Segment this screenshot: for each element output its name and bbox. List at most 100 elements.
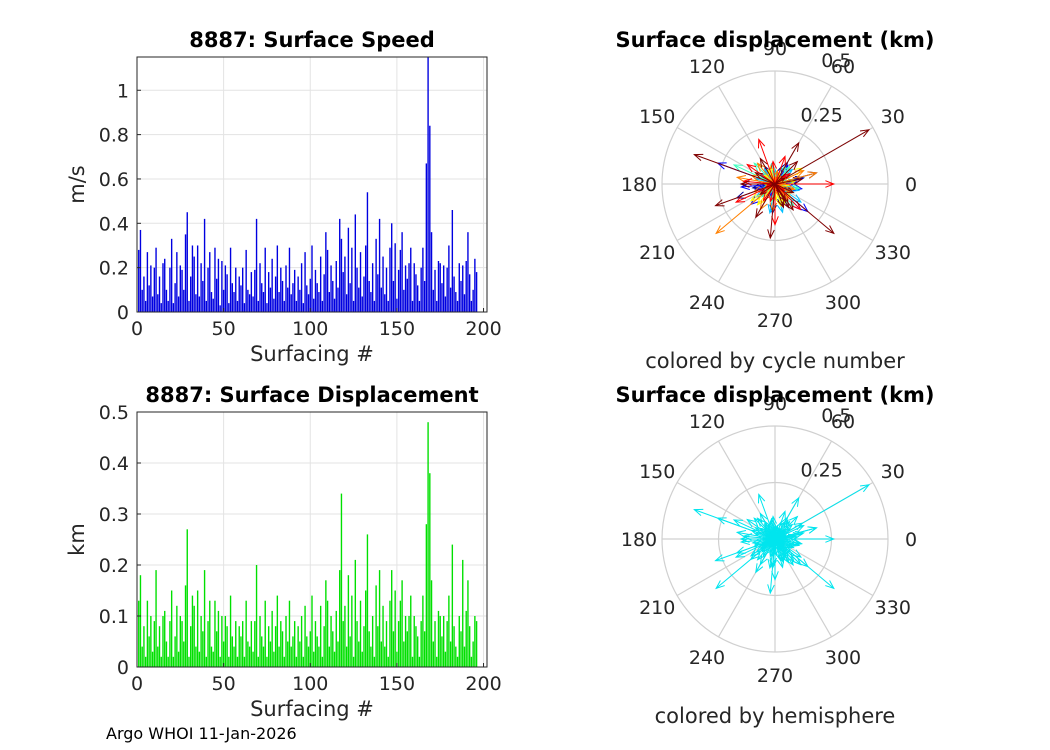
bar — [288, 247, 291, 312]
bar — [262, 292, 265, 312]
bar — [378, 570, 381, 667]
angle-tick-label: 300 — [825, 292, 861, 314]
bar — [216, 631, 218, 667]
bar — [326, 249, 329, 312]
bar — [300, 616, 303, 667]
angle-tick-label: 210 — [639, 242, 675, 264]
displacement-vector — [774, 156, 786, 185]
bar — [340, 493, 343, 667]
vector-arrowhead — [774, 524, 779, 531]
bar — [425, 163, 428, 312]
bar — [375, 238, 377, 312]
bar — [283, 656, 285, 667]
bar — [174, 636, 176, 667]
bar — [285, 265, 287, 312]
bar — [252, 296, 254, 312]
bar — [359, 252, 362, 312]
bar — [186, 212, 188, 312]
displacement-vector — [774, 538, 795, 545]
y-tick-label: 0.4 — [99, 453, 129, 475]
bar — [474, 616, 476, 667]
displacement-vector — [774, 183, 795, 190]
bar — [231, 636, 233, 667]
bar — [179, 265, 182, 312]
bar — [219, 656, 221, 667]
bar — [295, 656, 298, 667]
bar — [475, 621, 478, 667]
bar — [236, 300, 239, 312]
bar — [307, 646, 310, 667]
vector-arrowhead — [759, 543, 767, 551]
bar — [176, 252, 178, 312]
bar — [429, 125, 431, 312]
bar — [271, 258, 273, 312]
bar — [413, 263, 415, 312]
bar — [392, 631, 395, 667]
bar — [267, 272, 270, 312]
bar — [203, 218, 206, 312]
bar — [462, 265, 464, 312]
x-axis-label: Surfacing # — [250, 697, 374, 721]
displacement-vector — [774, 497, 800, 540]
vector-arrowhead — [777, 198, 785, 209]
bar — [243, 303, 246, 312]
bar — [446, 267, 448, 312]
bar — [304, 605, 306, 667]
x-tick-label: 100 — [292, 673, 328, 695]
vector-arrowhead — [746, 518, 757, 528]
chart-caption: colored by hemisphere — [655, 704, 896, 728]
bar — [160, 656, 162, 667]
bar — [179, 616, 182, 667]
vector-arrowhead — [777, 553, 785, 564]
bar — [375, 585, 377, 667]
angle-tick-label: 0 — [905, 174, 917, 196]
bar — [418, 656, 421, 667]
y-tick-label: 0.1 — [99, 606, 129, 628]
bar — [442, 265, 445, 312]
displacement-vector — [694, 509, 776, 540]
bar — [451, 544, 454, 667]
bar — [302, 303, 305, 312]
bar — [439, 263, 441, 312]
displacement-vector — [769, 183, 776, 239]
x-tick-label: 0 — [131, 318, 143, 340]
bar — [222, 289, 225, 312]
displacement-vector — [759, 158, 776, 185]
bar — [467, 232, 469, 312]
bar — [356, 621, 358, 667]
bar — [323, 626, 325, 667]
bar — [217, 610, 220, 667]
angle-tick-label: 180 — [621, 529, 657, 551]
bar — [436, 656, 438, 667]
bar — [441, 283, 443, 312]
bar — [273, 298, 275, 312]
bar — [202, 280, 204, 312]
bar — [195, 646, 197, 667]
bar — [238, 626, 240, 667]
bar — [238, 276, 240, 312]
bar — [406, 278, 408, 312]
bar — [278, 292, 280, 312]
vector-arrowhead — [791, 496, 800, 507]
bar — [153, 267, 156, 312]
bar — [157, 646, 159, 667]
bar — [382, 605, 384, 667]
bar — [335, 261, 337, 312]
vector-arrowhead — [735, 175, 747, 183]
bar — [373, 300, 376, 312]
vector-arrowhead — [767, 584, 775, 595]
bar — [138, 249, 140, 312]
bar — [177, 651, 180, 667]
bar — [164, 610, 166, 667]
bar — [143, 626, 145, 667]
bar — [354, 559, 357, 667]
bar — [380, 641, 382, 667]
radius-tick-label: 0.5 — [821, 50, 851, 72]
bar — [266, 303, 268, 312]
bar — [146, 252, 149, 312]
bar — [172, 303, 175, 312]
bar — [226, 626, 228, 667]
bar — [169, 621, 171, 667]
vector-arrowhead — [825, 535, 836, 543]
bar — [153, 621, 156, 667]
